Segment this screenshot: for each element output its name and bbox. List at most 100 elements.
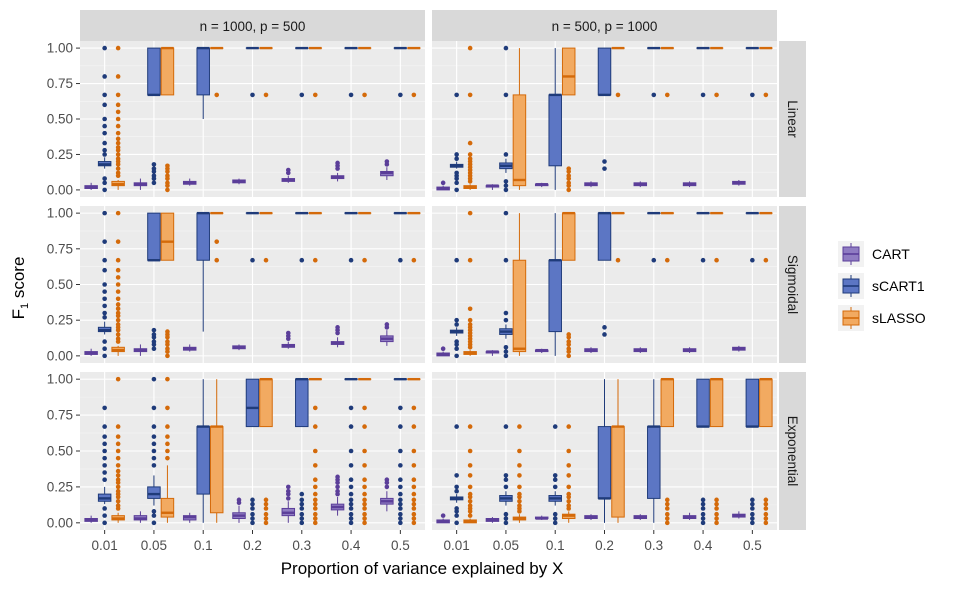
box-slasso-0-01-outlier (468, 46, 473, 51)
box-slasso-0-4-outlier (362, 512, 367, 517)
box-slasso-0-2-outlier (264, 512, 269, 517)
box-slasso-0-1-outlier (214, 93, 219, 98)
box-slasso-0-1-outlier (566, 503, 571, 508)
y-axis-title-rest: score (9, 257, 28, 303)
box-slasso-0-01-outlier (468, 499, 473, 504)
y-tick-label: 0.25 (47, 313, 73, 328)
box-scart1-0-4-outlier (349, 516, 354, 521)
box-scart1-0-01-outlier (454, 346, 459, 351)
box-slasso-0-1-outlier (566, 485, 571, 490)
box-slasso-0-5-outlier (412, 477, 417, 482)
box-scart1-0-01-outlier (454, 93, 459, 98)
box-slasso-0-3-outlier (313, 463, 318, 468)
box-slasso-0-01-outlier (116, 268, 121, 273)
box-slasso-0-2-outlier (616, 258, 621, 263)
box-slasso-0-4-outlier (714, 498, 719, 503)
box-scart1-0-3-body (648, 427, 661, 499)
box-slasso-0-01-outlier (116, 152, 121, 157)
box-slasso-0-01-outlier (468, 258, 473, 263)
box-slasso-0-01-outlier (468, 152, 473, 157)
box-scart1-0-5-outlier (398, 424, 403, 429)
box-scart1-0-5-outlier (750, 93, 755, 98)
box-slasso-0-1-outlier (566, 346, 571, 351)
box-scart1-0-01-outlier (102, 141, 107, 146)
box-scart1-0-2-outlier (250, 502, 255, 507)
box-cart-0-4-outlier (335, 489, 340, 494)
box-slasso-0-5-outlier (412, 512, 417, 517)
box-scart1-0-5-outlier (398, 449, 403, 454)
box-scart1-0-5-outlier (398, 502, 403, 507)
box-scart1-0-3-outlier (299, 516, 304, 521)
box-slasso-0-5-outlier (412, 93, 417, 98)
box-slasso-0-5-outlier (412, 492, 417, 497)
box-slasso-0-01-outlier (468, 306, 473, 311)
x-tick-label: 0.01 (444, 538, 470, 553)
box-scart1-0-5-outlier (750, 498, 755, 503)
box-scart1-0-01-outlier (454, 485, 459, 490)
box-slasso-0-05-outlier (165, 406, 170, 411)
box-scart1-0-2-outlier (602, 325, 607, 330)
box-slasso-0-1-outlier (566, 499, 571, 504)
box-slasso-0-05-outlier (517, 473, 522, 478)
box-scart1-0-4-outlier (349, 521, 354, 526)
box-scart1-0-05-outlier (152, 449, 157, 454)
row-strip-label-linear: Linear (785, 100, 800, 138)
legend-label-scart1: sCART1 (872, 278, 925, 294)
box-slasso-0-5-outlier (412, 258, 417, 263)
panel-linear-1 (80, 41, 425, 197)
box-slasso-0-5-outlier (764, 512, 769, 517)
box-scart1-0-2-outlier (250, 516, 255, 521)
box-slasso-0-01-outlier (116, 124, 121, 129)
box-slasso-0-05-body (161, 498, 174, 517)
box-slasso-0-3-outlier (665, 521, 670, 526)
box-scart1-0-05-outlier (152, 406, 157, 411)
box-scart1-0-2-outlier (250, 512, 255, 517)
box-slasso-0-2-outlier (264, 258, 269, 263)
box-scart1-0-01-outlier (454, 424, 459, 429)
box-slasso-0-5-body (760, 379, 773, 426)
box-slasso-0-1-outlier (566, 354, 571, 359)
box-slasso-0-5-outlier (412, 449, 417, 454)
box-scart1-0-01-outlier (454, 489, 459, 494)
box-slasso-0-05-outlier (165, 434, 170, 439)
panel-exponential-1 (80, 372, 425, 530)
box-slasso-0-3-outlier (665, 502, 670, 507)
x-tick-label: 0.05 (493, 538, 519, 553)
box-slasso-0-3-outlier (665, 512, 670, 517)
box-scart1-0-05-outlier (152, 509, 157, 514)
box-slasso-0-01-outlier (116, 322, 121, 327)
box-cart-0-4-outlier (335, 161, 340, 166)
box-scart1-0-1-outlier (553, 485, 558, 490)
box-slasso-0-05-outlier (517, 499, 522, 504)
box-scart1-0-4-outlier (349, 512, 354, 517)
box-slasso-0-2-outlier (264, 516, 269, 521)
box-scart1-0-01-outlier (102, 339, 107, 344)
y-tick-label: 0.75 (47, 241, 73, 256)
box-scart1-0-1-outlier (553, 473, 558, 478)
box-scart1-0-4-outlier (349, 477, 354, 482)
box-scart1-0-01-outlier (102, 188, 107, 193)
x-tick-label: 0.2 (243, 538, 262, 553)
box-slasso-0-4-outlier (362, 258, 367, 263)
box-scart1-0-1-outlier (553, 424, 558, 429)
box-slasso-0-1-outlier (566, 473, 571, 478)
box-slasso-0-05-outlier (517, 424, 522, 429)
box-slasso-0-3-outlier (313, 485, 318, 490)
box-scart1-0-5-outlier (750, 521, 755, 526)
box-slasso-0-01-outlier (116, 296, 121, 301)
box-slasso-0-4-outlier (714, 506, 719, 511)
box-slasso-0-01-outlier (116, 332, 121, 337)
x-tick-label: 0.01 (92, 538, 118, 553)
box-slasso-0-05-body (161, 213, 174, 260)
box-slasso-0-01-outlier (116, 110, 121, 115)
box-scart1-0-01-outlier (454, 473, 459, 478)
box-slasso-0-4-outlier (362, 424, 367, 429)
box-slasso-0-01-outlier (468, 211, 473, 216)
box-slasso-0-01-outlier (116, 318, 121, 323)
box-slasso-0-05-body (513, 95, 526, 186)
box-scart1-0-05-body (148, 213, 161, 260)
box-slasso-0-01-outlier (116, 137, 121, 142)
box-scart1-0-2-outlier (602, 166, 607, 171)
box-slasso-0-01-outlier (116, 131, 121, 136)
box-slasso-0-05-outlier (517, 485, 522, 490)
